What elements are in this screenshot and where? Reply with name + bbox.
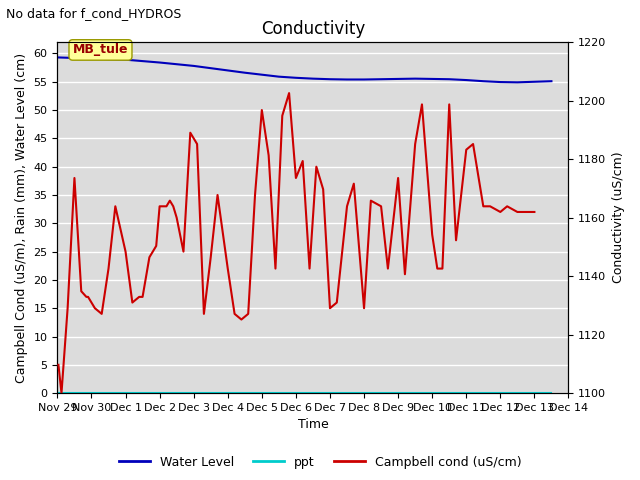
X-axis label: Time: Time [298,419,328,432]
Text: No data for f_cond_HYDROS: No data for f_cond_HYDROS [6,7,182,20]
Title: Conductivity: Conductivity [261,20,365,38]
Legend: Water Level, ppt, Campbell cond (uS/cm): Water Level, ppt, Campbell cond (uS/cm) [114,451,526,474]
Y-axis label: Conductivity (uS/cm): Conductivity (uS/cm) [612,152,625,284]
Y-axis label: Campbell Cond (uS/m), Rain (mm), Water Level (cm): Campbell Cond (uS/m), Rain (mm), Water L… [15,53,28,383]
Text: MB_tule: MB_tule [73,44,128,57]
